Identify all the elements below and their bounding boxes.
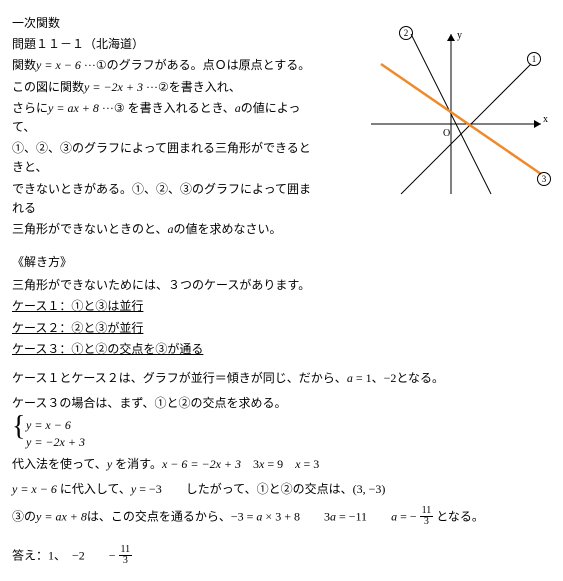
svg-text:y: y — [457, 30, 462, 41]
problem-line: この図に関数y = −2x + 3 ···②を書き入れ、 — [12, 78, 312, 97]
equation-system: y = x − 6 y = −2x + 3 — [12, 417, 551, 451]
graph-label-1: 1 — [527, 52, 541, 66]
case3-result: ③のy = ax + 8は、この交点を通るから、−3 = a × 3 + 8 3… — [12, 507, 551, 528]
problem-line: さらにy = ax + 8 ···③ を書き入れるとき、aの値によって、 — [12, 99, 312, 137]
graph-label-3: 3 — [537, 172, 551, 186]
graph-label-2: 2 — [399, 26, 413, 40]
result-line: y = x − 6 に代入して、y = −3 したがって、①と②の交点は、(3,… — [12, 480, 551, 499]
problem-line: 三角形ができないときのと、aの値を求めなさい。 — [12, 220, 312, 239]
origin-label: O — [443, 128, 450, 139]
case-line: ケース１：①と③は並行 — [12, 297, 551, 316]
system-eq: y = x − 6 — [26, 417, 551, 434]
case3-explain: ケース３の場合は、まず、①と②の交点を求める。 — [12, 394, 551, 413]
case12-explain: ケース１とケース２は、グラフが並行＝傾きが同じ、だから、a = 1、−2となる。 — [12, 369, 551, 388]
answer-line: 答え：1、 −2 − 113 — [12, 546, 551, 567]
svg-text:x: x — [543, 114, 548, 125]
case-line: ケース３：①と②の交点を③が通る — [12, 340, 551, 359]
substitution-line: 代入法を使って、y を消す。x − 6 = −2x + 3 3x = 9 x =… — [12, 455, 551, 474]
problem-line: 関数y = x − 6 ···①のグラフがある。点Ｏは原点とする。 — [12, 56, 312, 75]
coordinate-graph: O x y 1 2 3 — [351, 24, 551, 204]
problem-line: ①、②、③のグラフによって囲まれる三角形ができるときと、 — [12, 139, 312, 177]
solution-intro: 三角形ができないためには、３つのケースがあります。 — [12, 276, 551, 295]
system-eq: y = −2x + 3 — [26, 434, 551, 451]
solution-heading: 《解き方》 — [12, 253, 551, 272]
problem-line: できないときがある。①、②、③のグラフによって囲まれる — [12, 180, 312, 218]
case-line: ケース２：②と③が並行 — [12, 319, 551, 338]
